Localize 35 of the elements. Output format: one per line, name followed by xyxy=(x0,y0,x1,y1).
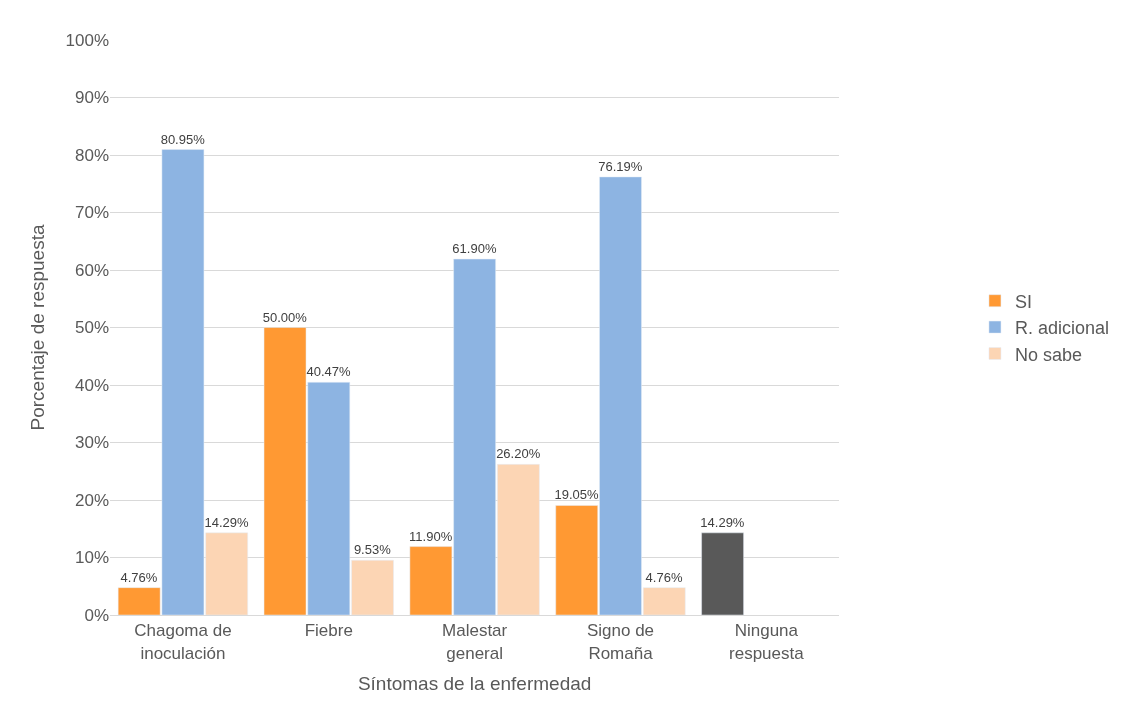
data-label: 14.29% xyxy=(700,514,745,530)
bar xyxy=(701,532,744,615)
y-tick-label: 40% xyxy=(74,375,109,395)
x-tick-label: Fiebre xyxy=(304,621,353,641)
data-label: 9.53% xyxy=(353,542,392,558)
data-label: 76.19% xyxy=(598,158,643,174)
y-tick-label: 100% xyxy=(65,30,109,50)
data-label: 61.90% xyxy=(452,241,497,257)
y-tick-label: 0% xyxy=(84,605,109,625)
y-tick-label: 60% xyxy=(74,260,109,280)
legend-label: R. adicional xyxy=(1014,318,1110,339)
y-tick-label: 80% xyxy=(74,145,109,165)
data-label: 4.76% xyxy=(120,569,158,585)
y-tick-label: 20% xyxy=(74,490,109,510)
x-axis-title: Síntomas de la enfermedad xyxy=(357,673,592,695)
data-label: 50.00% xyxy=(262,309,308,325)
x-tick-label: Chagoma de inoculación xyxy=(134,621,232,663)
data-label: 11.90% xyxy=(409,528,453,544)
data-label: 14.29% xyxy=(204,514,249,530)
data-label: 80.95% xyxy=(160,131,206,147)
x-tick-label: Signo de Romaña xyxy=(586,621,655,663)
legend-label: No sabe xyxy=(1014,344,1083,365)
y-axis-title: Porcentaje de respuesta xyxy=(27,224,49,431)
y-tick-label: 10% xyxy=(74,548,109,568)
x-tick-label: Malestar general xyxy=(442,621,508,663)
data-label: 19.05% xyxy=(554,487,600,503)
data-label: 40.47% xyxy=(306,364,352,380)
data-label: 4.76% xyxy=(645,569,683,585)
y-tick-label: 50% xyxy=(74,318,109,338)
legend-label: SI xyxy=(1014,291,1032,312)
data-label: 26.20% xyxy=(496,446,541,462)
y-tick-label: 90% xyxy=(74,88,109,108)
y-tick-label: 30% xyxy=(74,433,109,453)
x-tick-label: Ninguna respuesta xyxy=(729,621,805,663)
y-tick-label: 70% xyxy=(74,203,109,223)
